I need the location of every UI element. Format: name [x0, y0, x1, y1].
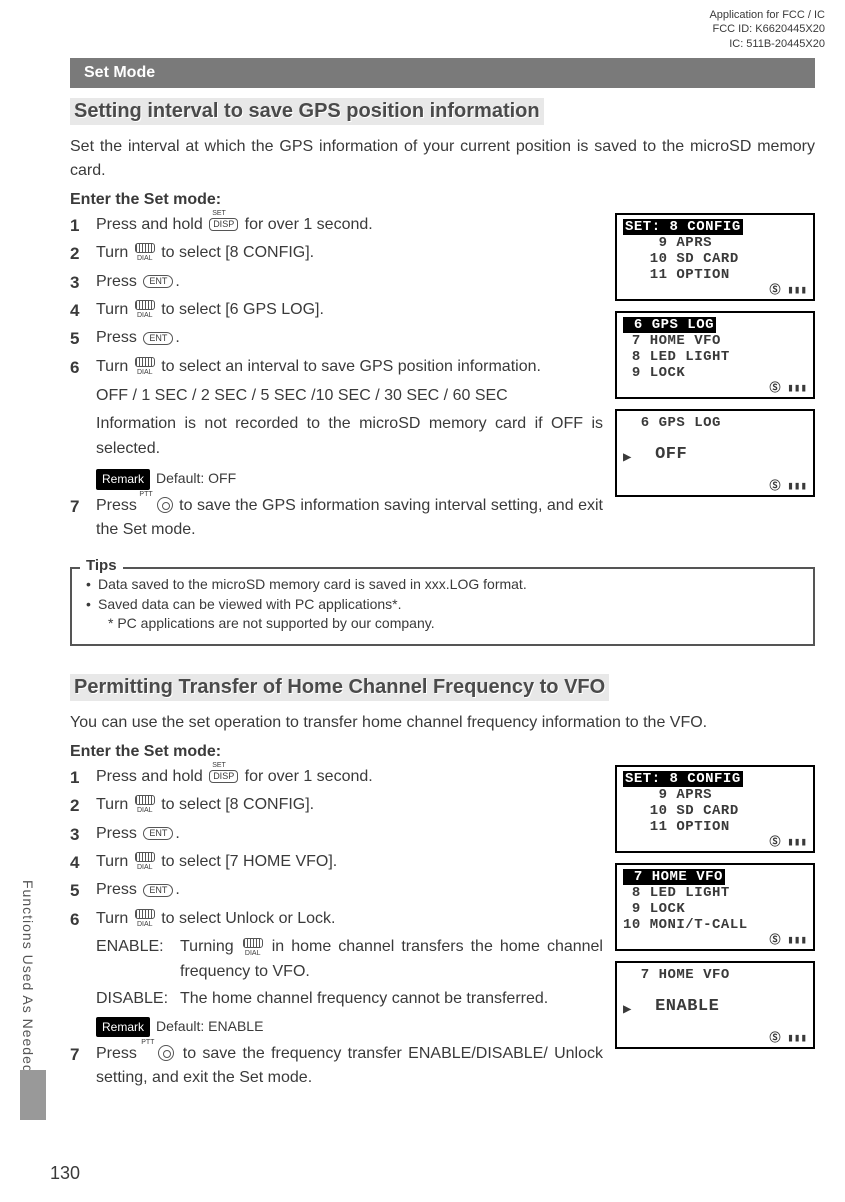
s2-step2: Turn DIAL to select [8 CONFIG].: [96, 793, 603, 819]
status-icons: Ⓢ ▮▮▮: [770, 833, 807, 849]
dial-icon: DIAL: [135, 243, 155, 262]
section2-row: 1 Press and hold SETDISP for over 1 seco…: [70, 765, 815, 1093]
step4: Turn DIAL to select [6 GPS LOG].: [96, 298, 603, 324]
enable-label: ENABLE:: [96, 935, 180, 985]
header-meta: Application for FCC / IC FCC ID: K662044…: [709, 8, 825, 51]
step-num: 4: [70, 298, 96, 324]
step-num: 1: [70, 213, 96, 239]
step-num: 4: [70, 850, 96, 876]
tip2: Saved data can be viewed with PC applica…: [84, 595, 801, 615]
step-num: 7: [70, 494, 96, 544]
page-number: 130: [50, 1163, 80, 1184]
ent-key-icon: ENT: [143, 275, 173, 288]
status-icons: Ⓢ ▮▮▮: [770, 281, 807, 297]
arrow-icon: ▶: [623, 449, 631, 466]
step-num: 2: [70, 793, 96, 819]
screen-homevfo-value: 7 HOME VFO ▶ ENABLE Ⓢ ▮▮▮: [615, 961, 815, 1049]
disable-label: DISABLE:: [96, 987, 180, 1012]
ptt-icon: [157, 497, 173, 513]
disp-key-icon: SETDISP: [209, 770, 238, 783]
s2-step4: Turn DIAL to select [7 HOME VFO].: [96, 850, 603, 876]
meta-line2: FCC ID: K6620445X20: [709, 22, 825, 36]
screen-config2: SET: 8 CONFIG 9 APRS 10 SD CARD 11 OPTIO…: [615, 765, 815, 853]
step-num: 6: [70, 907, 96, 1014]
s2-step6: Turn DIAL to select Unlock or Lock. ENAB…: [96, 907, 603, 1014]
screen-gpslog-list: 6 GPS LOG 7 HOME VFO 8 LED LIGHT 9 LOCK …: [615, 311, 815, 399]
s2-step5: Press ENT.: [96, 878, 603, 904]
step-num: 3: [70, 822, 96, 848]
page-content: Set Mode Setting interval to save GPS po…: [0, 0, 845, 1093]
disp-key-icon: SETDISP: [209, 218, 238, 231]
remark-badge: Remark: [96, 1017, 150, 1038]
s2-step1: Press and hold SETDISP for over 1 second…: [96, 765, 603, 791]
section2-screens: SET: 8 CONFIG 9 APRS 10 SD CARD 11 OPTIO…: [615, 765, 815, 1093]
dial-icon: DIAL: [135, 909, 155, 928]
tips-label: Tips: [80, 555, 123, 576]
tip2-sub: * PC applications are not supported by o…: [84, 614, 801, 634]
screen-homevfo-list: 7 HOME VFO 8 LED LIGHT 9 LOCK 10 MONI/T-…: [615, 863, 815, 951]
step-num: 3: [70, 270, 96, 296]
step3: Press ENT.: [96, 270, 603, 296]
ent-key-icon: ENT: [143, 827, 173, 840]
step-num: 6: [70, 355, 96, 466]
side-tab-block: [20, 1070, 46, 1120]
disable-text: The home channel frequency cannot be tra…: [180, 987, 603, 1012]
s2-step7: Press PTT to save the frequency transfer…: [96, 1042, 603, 1092]
remark-line: RemarkDefault: OFF: [96, 468, 603, 490]
status-icons: Ⓢ ▮▮▮: [770, 477, 807, 493]
step6-note: Information is not recorded to the micro…: [96, 412, 603, 462]
dial-icon: DIAL: [135, 357, 155, 376]
section1-intro: Set the interval at which the GPS inform…: [70, 135, 815, 183]
meta-line1: Application for FCC / IC: [709, 8, 825, 22]
section2-intro: You can use the set operation to transfe…: [70, 711, 815, 735]
step-num: 5: [70, 878, 96, 904]
arrow-icon: ▶: [623, 1001, 631, 1018]
section1-steps: 1 Press and hold SETDISP for over 1 seco…: [70, 213, 603, 545]
section1-enter-mode: Enter the Set mode:: [70, 191, 815, 209]
dial-icon: DIAL: [135, 795, 155, 814]
step6-options: OFF / 1 SEC / 2 SEC / 5 SEC /10 SEC / 30…: [96, 384, 603, 409]
step-num: 7: [70, 1042, 96, 1092]
dial-icon: DIAL: [243, 938, 263, 957]
status-icons: Ⓢ ▮▮▮: [770, 931, 807, 947]
step1: Press and hold SETDISP for over 1 second…: [96, 213, 603, 239]
ent-key-icon: ENT: [143, 884, 173, 897]
ent-key-icon: ENT: [143, 332, 173, 345]
section1-screens: SET: 8 CONFIG 9 APRS 10 SD CARD 11 OPTIO…: [615, 213, 815, 545]
dial-icon: DIAL: [135, 300, 155, 319]
step2: Turn DIAL to select [8 CONFIG].: [96, 241, 603, 267]
section2-steps: 1 Press and hold SETDISP for over 1 seco…: [70, 765, 603, 1093]
enable-text: Turning DIAL in home channel transfers t…: [180, 935, 603, 985]
step-num: 1: [70, 765, 96, 791]
section2-title: Permitting Transfer of Home Channel Freq…: [70, 674, 609, 701]
step-num: 5: [70, 326, 96, 352]
ptt-icon-wrap: PTT: [141, 497, 174, 514]
step7: Press PTT to save the GPS information sa…: [96, 494, 603, 544]
remark-badge: Remark: [96, 469, 150, 490]
step6: Turn DIAL to select an interval to save …: [96, 355, 603, 466]
screen-config: SET: 8 CONFIG 9 APRS 10 SD CARD 11 OPTIO…: [615, 213, 815, 301]
section1-row: 1 Press and hold SETDISP for over 1 seco…: [70, 213, 815, 545]
remark-line2: RemarkDefault: ENABLE: [96, 1016, 603, 1038]
step5: Press ENT.: [96, 326, 603, 352]
ptt-icon: [158, 1045, 174, 1061]
screen-gpslog-value: 6 GPS LOG ▶ OFF Ⓢ ▮▮▮: [615, 409, 815, 497]
s2-step3: Press ENT.: [96, 822, 603, 848]
side-tab-label: Functions Used As Needed: [20, 880, 36, 1074]
dial-icon: DIAL: [135, 852, 155, 871]
section1-title: Setting interval to save GPS position in…: [70, 98, 544, 125]
meta-line3: IC: 511B-20445X20: [709, 37, 825, 51]
set-mode-header: Set Mode: [70, 58, 815, 88]
status-icons: Ⓢ ▮▮▮: [770, 379, 807, 395]
tip1: Data saved to the microSD memory card is…: [84, 575, 801, 595]
tips-box: Tips Data saved to the microSD memory ca…: [70, 567, 815, 646]
step-num: 2: [70, 241, 96, 267]
section2-enter-mode: Enter the Set mode:: [70, 743, 815, 761]
ptt-icon-wrap: PTT: [143, 1045, 176, 1062]
status-icons: Ⓢ ▮▮▮: [770, 1029, 807, 1045]
